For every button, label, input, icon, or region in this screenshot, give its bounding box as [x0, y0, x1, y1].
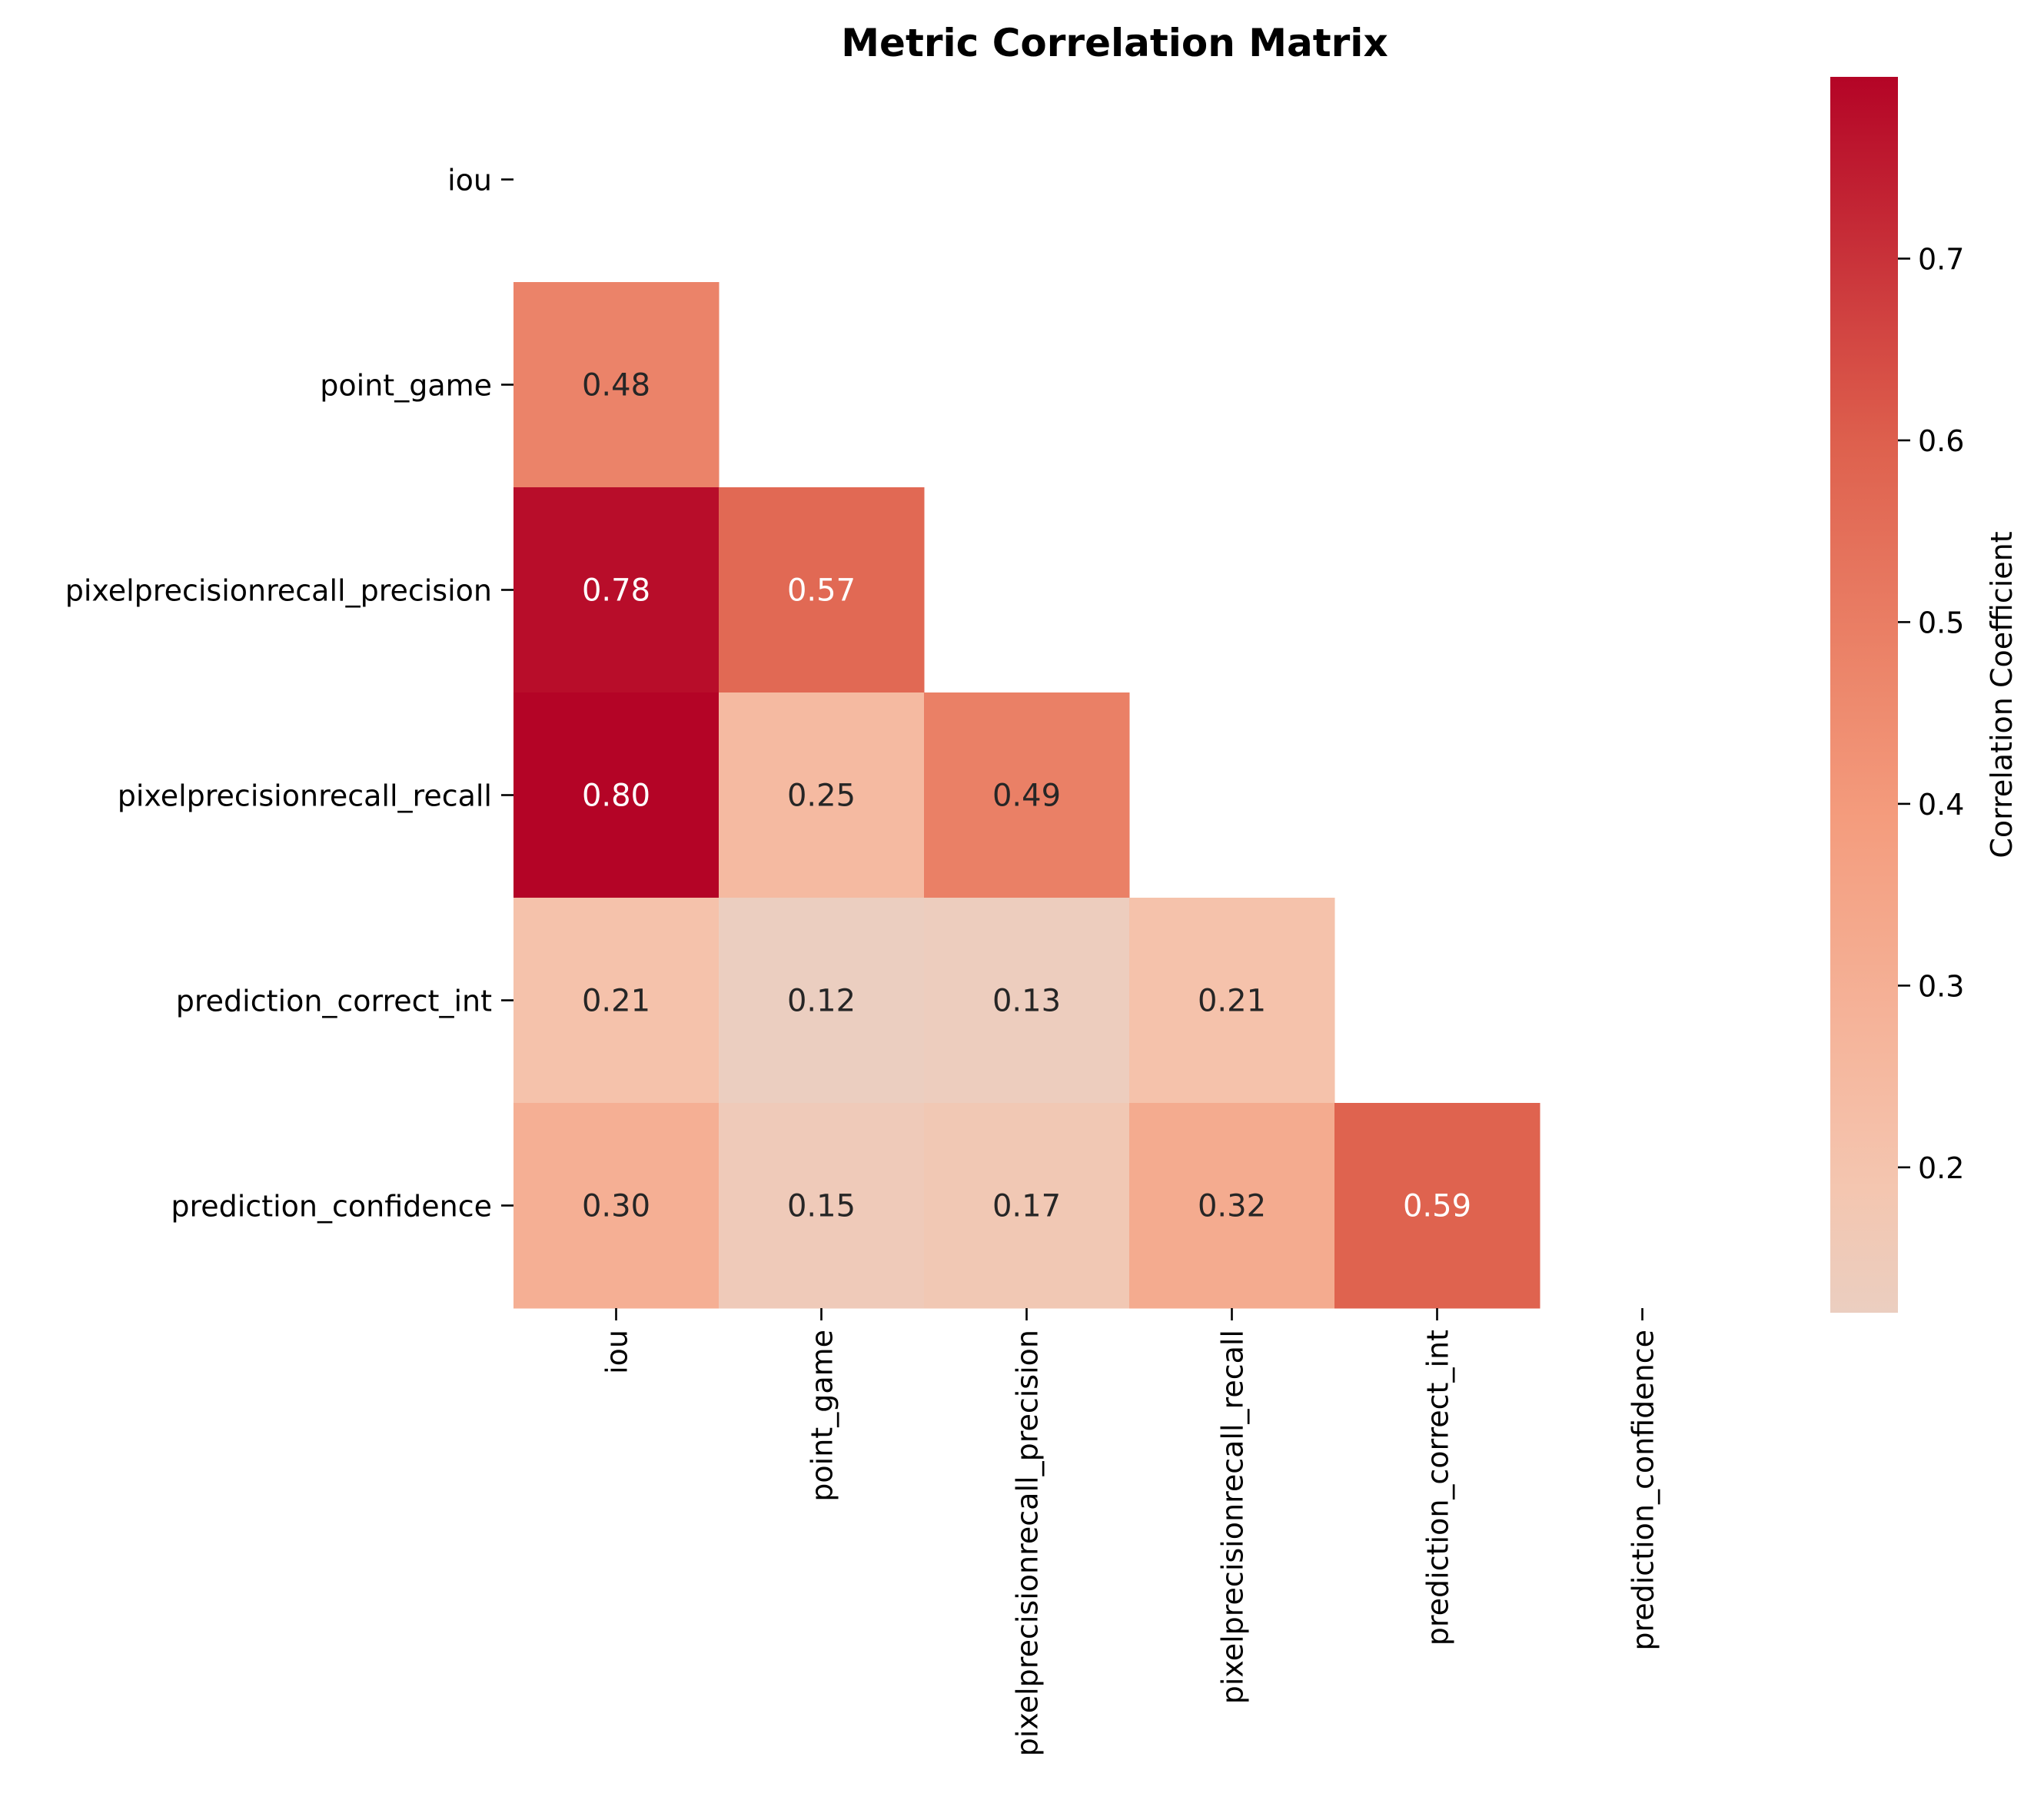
- cell-label-r5-c4: 0.59: [1403, 1189, 1471, 1224]
- cell-label-r3-c2: 0.49: [992, 779, 1061, 814]
- cell-label-r5-c0: 0.30: [582, 1189, 650, 1224]
- heatmap-cell-r2-c1: [719, 487, 925, 693]
- cell-label-r1-c0: 0.48: [582, 368, 650, 404]
- heatmap-cell-r5-c0: [513, 1103, 720, 1309]
- colorbar-tick-label-1: 0.3: [1918, 969, 1964, 1003]
- cell-label-r3-c0: 0.80: [582, 779, 650, 814]
- colorbar: 0.2 0.3 0.4 0.5 0.6 0.7 Correlation Coefficien…: [1830, 77, 2019, 1313]
- heatmap-cell-r3-c2: [924, 692, 1130, 898]
- x-tick-label-0: iou: [600, 1330, 634, 1374]
- cell-label-r3-c1: 0.25: [787, 779, 856, 814]
- heatmap-cell-r4-c3: [1129, 898, 1335, 1104]
- x-axis: iou point_game pixelprecisionrecall_precis…: [600, 1308, 1660, 1756]
- y-tick-label-1: point_game: [320, 369, 492, 403]
- heatmap-cell-r4-c1: [719, 898, 925, 1104]
- cell-label-r5-c3: 0.32: [1198, 1189, 1266, 1224]
- x-tick-label-2: pixelprecisionrecall_precision: [1011, 1330, 1045, 1756]
- cell-label-r2-c1: 0.57: [787, 573, 856, 609]
- y-tick-label-0: iou: [447, 164, 492, 198]
- heatmap-cell-r3-c1: [719, 692, 925, 898]
- heatmap-cell-r5-c4: [1334, 1103, 1540, 1309]
- chart-title: Metric Correlation Matrix: [841, 21, 1388, 65]
- cell-label-r4-c3: 0.21: [1198, 984, 1266, 1019]
- cell-annotations: 0.48 0.78 0.57 0.80 0.25 0.49 0.21 0.12 0.13 0.21…: [582, 368, 1471, 1224]
- cell-label-r2-c0: 0.78: [582, 573, 650, 609]
- cell-label-r4-c1: 0.12: [787, 984, 856, 1019]
- colorbar-tick-label-0: 0.2: [1918, 1151, 1964, 1185]
- cell-label-r5-c2: 0.17: [992, 1189, 1061, 1224]
- colorbar-tick-label-2: 0.4: [1918, 788, 1964, 822]
- heatmap-cell-r4-c2: [924, 898, 1130, 1104]
- heatmap-cell-r4-c0: [513, 898, 720, 1104]
- y-tick-label-5: prediction_confidence: [171, 1190, 492, 1224]
- cell-label-r4-c0: 0.21: [582, 984, 650, 1019]
- cell-label-r5-c1: 0.15: [787, 1189, 856, 1224]
- x-tick-label-5: prediction_confidence: [1627, 1330, 1660, 1651]
- heatmap-cell-r5-c3: [1129, 1103, 1335, 1309]
- x-tick-label-1: point_game: [806, 1330, 839, 1502]
- heatmap-cell-r5-c1: [719, 1103, 925, 1309]
- y-tick-label-2: pixelprecisionrecall_precision: [65, 574, 492, 608]
- y-tick-label-3: pixelprecisionrecall_recall: [118, 779, 492, 813]
- y-axis: iou point_game pixelprecisionrecall_precis…: [65, 164, 513, 1224]
- heatmap-cell-r3-c0: [513, 692, 720, 898]
- heatmap-cell-r2-c0: [513, 487, 720, 693]
- x-tick-label-4: prediction_correct_int: [1421, 1330, 1455, 1646]
- y-tick-label-4: prediction_correct_int: [176, 985, 492, 1018]
- colorbar-tick-label-3: 0.5: [1918, 606, 1964, 639]
- cell-label-r4-c2: 0.13: [992, 984, 1061, 1019]
- heatmap-cell-r1-c0: [513, 282, 720, 488]
- colorbar-gradient: [1830, 77, 1898, 1313]
- x-tick-label-3: pixelprecisionrecall_recall: [1216, 1330, 1250, 1704]
- colorbar-tick-label-5: 0.7: [1918, 242, 1964, 276]
- heatmap-cells: [513, 282, 1540, 1309]
- colorbar-label: Correlation Coefficient: [1985, 531, 2019, 858]
- heatmap-cell-r5-c2: [924, 1103, 1130, 1309]
- colorbar-tick-label-4: 0.6: [1918, 424, 1964, 458]
